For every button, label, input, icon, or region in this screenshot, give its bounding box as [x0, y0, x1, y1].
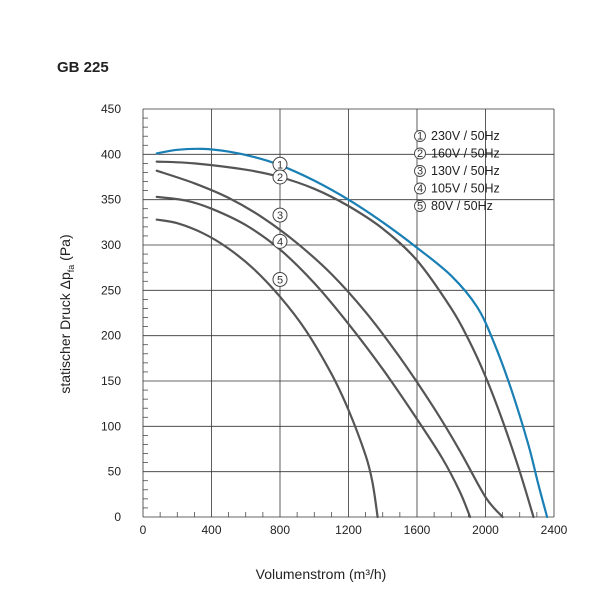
curve-marker-circle-2: [272, 169, 288, 185]
y-tick-label: 100: [101, 419, 121, 433]
x-tick-label: 2000: [472, 523, 499, 537]
series-line-1: [155, 147, 549, 519]
x-tick-label: 0: [140, 523, 147, 537]
legend-entry-3: 130V / 50Hz: [431, 164, 500, 178]
y-axis-title-unit: (Pa): [57, 234, 73, 264]
x-tick-label: 400: [201, 523, 221, 537]
legend-layer: 1 230V / 50Hz 2 160V / 50Hz 3 130V / 50Hz 4 105…: [414, 129, 500, 213]
curve-marker-label-2: 2: [277, 172, 283, 184]
series-line-4: [155, 195, 472, 519]
legend-marker-circle-5: [414, 200, 426, 212]
legend-marker-label-4: 4: [417, 183, 423, 195]
legend-marker-circle-2: [414, 147, 426, 160]
curve-marker-label-3: 3: [277, 210, 283, 222]
chart-title: GB 225: [57, 59, 109, 76]
legend-entry-5: 80V / 50Hz: [431, 199, 493, 213]
curve-marker-label-1: 1: [277, 159, 283, 171]
series-layer: [155, 147, 549, 519]
y-tick-label: 300: [101, 238, 121, 252]
y-tick-label: 400: [101, 147, 121, 161]
series-line-5: [155, 218, 379, 519]
curve-marker-label-4: 4: [277, 236, 283, 248]
curve-marker-circle-4: [272, 233, 288, 249]
x-tick-label: 1200: [335, 523, 362, 537]
y-tick-label: 150: [101, 374, 121, 388]
x-tick-label: 2400: [541, 523, 568, 537]
y-tick-label: 50: [108, 465, 122, 479]
curve-marker-circle-5: [272, 271, 288, 287]
legend-entry-2: 160V / 50Hz: [431, 147, 500, 161]
curve-marker-circle-3: [272, 207, 288, 223]
y-tick-label: 0: [114, 510, 121, 524]
y-axis-title-main: statischer Druck Δp: [57, 272, 73, 394]
x-axis-title: Volumenstrom (m³/h): [256, 566, 387, 582]
legend-marker-circle-1: [414, 130, 426, 142]
legend-marker-circle-3: [414, 165, 426, 177]
legend-marker-label-2: 2: [417, 148, 423, 160]
legend-marker-label-3: 3: [417, 166, 423, 178]
legend-marker-circle-4: [414, 182, 426, 195]
x-tick-label: 1600: [404, 523, 431, 537]
legend-entry-1: 230V / 50Hz: [431, 129, 500, 143]
curve-marker-label-5: 5: [277, 274, 283, 286]
legend-marker-label-1: 1: [417, 131, 423, 143]
y-axis-title-subscript: fa: [66, 265, 76, 273]
y-tick-label: 350: [101, 193, 121, 207]
y-tick-label: 200: [101, 329, 121, 343]
legend-entry-4: 105V / 50Hz: [431, 182, 500, 196]
axis-label-layer: 0 50 100 150 200 250 300 350 400 450 0 400 800 1200 16…: [101, 102, 568, 537]
series-line-3: [155, 169, 504, 519]
series-line-2: [155, 160, 535, 519]
legend-marker-label-5: 5: [417, 201, 423, 213]
minor-tick-layer: [143, 117, 538, 517]
y-tick-label: 450: [101, 102, 121, 116]
x-tick-label: 800: [270, 523, 290, 537]
y-axis-title: statischer Druck Δpfa (Pa): [57, 234, 76, 393]
marker-layer: 12 3 4 5: [272, 156, 288, 287]
y-tick-label: 250: [101, 283, 121, 297]
